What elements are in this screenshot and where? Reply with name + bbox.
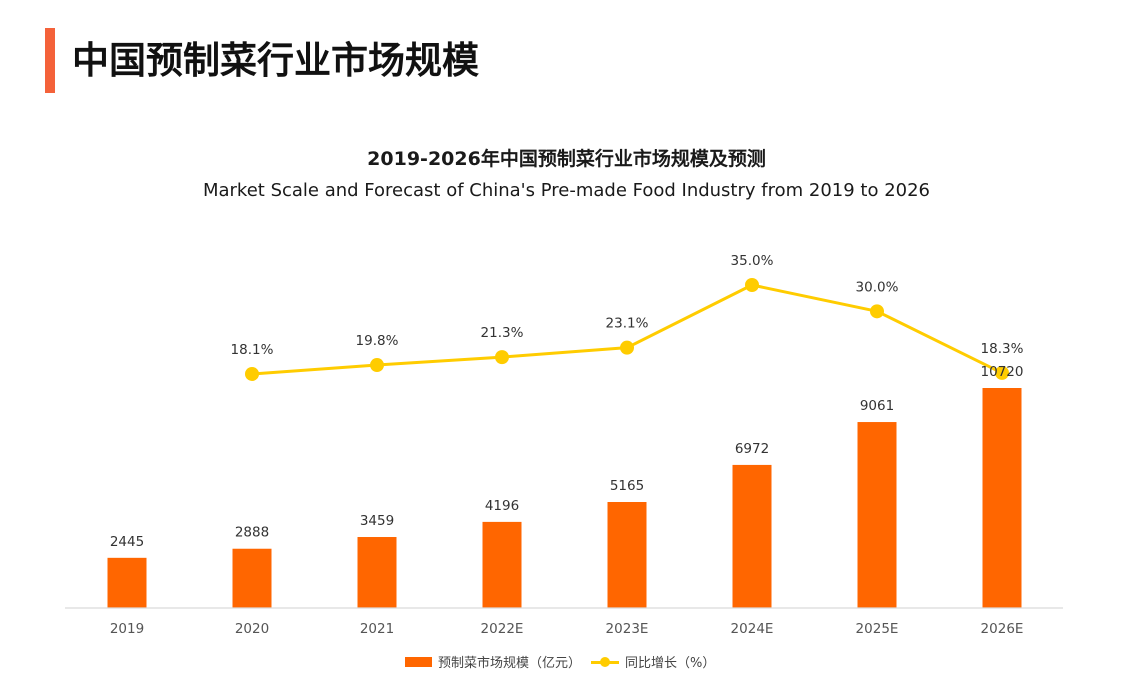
growth-value-label-2024E: 35.0% <box>731 253 774 269</box>
legend-item-yoy-growth: 同比增长（%） <box>591 652 715 671</box>
data-labels-layer: 2445 2888 3459 4196 5165 6972 9061 10720 18.1% 19… <box>110 253 1024 550</box>
bar-value-label-2026E: 10720 <box>981 364 1024 380</box>
x-tick-2024E: 2024E <box>731 621 774 637</box>
growth-point-2020 <box>245 366 259 381</box>
bar-value-label-2020: 2888 <box>235 525 269 541</box>
growth-point-2022E <box>495 350 509 365</box>
bar-2023E <box>607 502 647 608</box>
bar-2019 <box>107 557 147 608</box>
legend-item-market-scale: 预制菜市场规模（亿元） <box>405 652 581 671</box>
growth-value-label-2026E: 18.3% <box>981 341 1024 357</box>
bar-2025E <box>857 422 897 608</box>
chart-title: 2019-2026年中国预制菜行业市场规模及预测 <box>367 148 766 170</box>
bar-2022E <box>482 521 522 608</box>
bar-2024E <box>732 464 772 608</box>
bar-value-label-2024E: 6972 <box>735 441 769 457</box>
bar-2020 <box>232 548 272 608</box>
bar-value-label-2019: 2445 <box>110 534 144 550</box>
bars-layer <box>107 388 1022 608</box>
growth-value-label-2020: 18.1% <box>231 342 274 358</box>
growth-point-2021 <box>370 358 384 373</box>
chart-subtitle: Market Scale and Forecast of China's Pre… <box>202 180 931 201</box>
x-tick-2022E: 2022E <box>481 621 524 637</box>
bar-value-label-2022E: 4196 <box>485 498 519 514</box>
growth-point-2023E <box>620 340 634 355</box>
x-tick-2023E: 2023E <box>606 621 649 637</box>
bar-value-label-2023E: 5165 <box>610 478 644 494</box>
growth-point-2026E <box>995 365 1009 380</box>
growth-value-label-2025E: 30.0% <box>856 279 899 295</box>
title-accent-bar <box>45 28 55 93</box>
x-tick-labels: 2019 2020 2021 2022E 2023E 2024E 2025E 2026E <box>110 621 1024 637</box>
growth-line-layer <box>245 277 1009 381</box>
growth-point-2024E <box>745 277 759 292</box>
growth-point-2025E <box>870 304 884 319</box>
page-title: 中国预制菜行业市场规模 <box>72 39 479 82</box>
x-tick-2019: 2019 <box>110 621 144 637</box>
x-tick-2021: 2021 <box>360 621 394 637</box>
legend-bar-swatch <box>405 656 432 667</box>
bar-2021 <box>357 537 397 608</box>
bar-2026E <box>982 388 1022 608</box>
growth-value-label-2021: 19.8% <box>356 333 399 349</box>
x-tick-2020: 2020 <box>235 621 269 637</box>
x-tick-2025E: 2025E <box>856 621 899 637</box>
bar-value-label-2021: 3459 <box>360 513 394 529</box>
legend-label-market-scale: 预制菜市场规模（亿元） <box>438 656 582 671</box>
chart-legend: 预制菜市场规模（亿元） 同比增长（%） <box>405 652 725 671</box>
bar-value-label-2025E: 9061 <box>860 398 894 414</box>
legend-line-swatch <box>591 656 620 667</box>
legend-label-yoy-growth: 同比增长（%） <box>625 656 716 671</box>
growth-value-label-2023E: 23.1% <box>606 316 649 332</box>
x-tick-2026E: 2026E <box>981 621 1024 637</box>
growth-value-label-2022E: 21.3% <box>481 325 524 341</box>
